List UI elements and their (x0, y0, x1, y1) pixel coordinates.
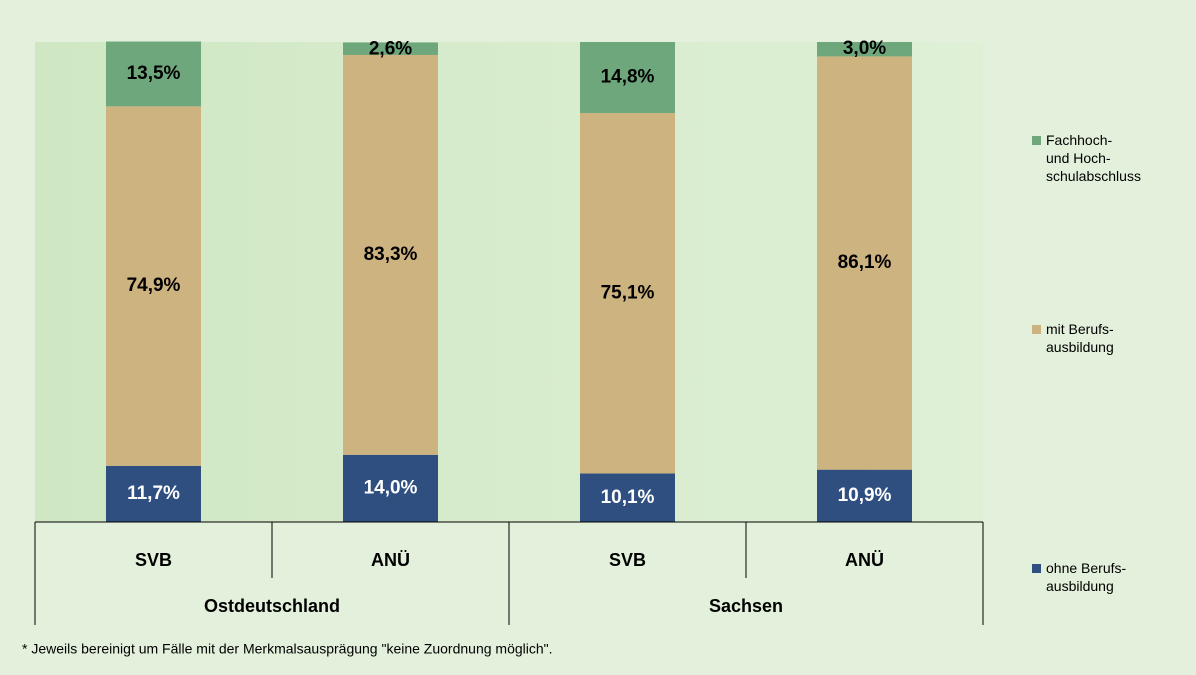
x-tick-label: ANÜ (371, 550, 410, 570)
group-label: Ostdeutschland (204, 596, 340, 616)
legend-swatch (1032, 325, 1041, 334)
data-label: 3,0% (843, 38, 886, 59)
footnote: * Jeweils bereinigt um Fälle mit der Mer… (22, 641, 553, 657)
group-label: Sachsen (709, 596, 783, 616)
data-label: 75,1% (601, 282, 655, 303)
legend-label: Fachhoch- und Hoch- schulabschluss (1046, 132, 1141, 184)
data-label: 10,9% (838, 485, 892, 506)
data-label: 14,0% (364, 477, 418, 498)
data-label: 86,1% (838, 252, 892, 273)
legend-swatch (1032, 564, 1041, 573)
legend-label: mit Berufs- ausbildung (1046, 321, 1114, 355)
bar-segment (343, 42, 438, 55)
bar-segment (817, 56, 912, 470)
bar-segment (580, 473, 675, 522)
data-label: 2,6% (369, 38, 412, 59)
x-tick-label: SVB (609, 550, 646, 570)
data-label: 14,8% (601, 67, 655, 88)
bar-segment (106, 106, 201, 466)
data-label: 83,3% (364, 244, 418, 265)
data-label: 13,5% (127, 63, 181, 84)
bar-segment (343, 54, 438, 455)
data-label: 11,7% (127, 483, 180, 504)
bar-segment (106, 465, 201, 522)
bar-segment (343, 454, 438, 522)
legend-label: ohne Berufs- ausbildung (1046, 560, 1127, 594)
bar-segment (580, 42, 675, 114)
bar-segment (817, 42, 912, 57)
x-tick-label: ANÜ (845, 550, 884, 570)
bar-segment (817, 469, 912, 522)
data-label: 74,9% (127, 275, 181, 296)
x-tick-label: SVB (135, 550, 172, 570)
legend-swatch (1032, 136, 1041, 145)
bar-segment (580, 113, 675, 474)
bar-segment (106, 41, 201, 107)
data-label: 10,1% (601, 487, 655, 508)
